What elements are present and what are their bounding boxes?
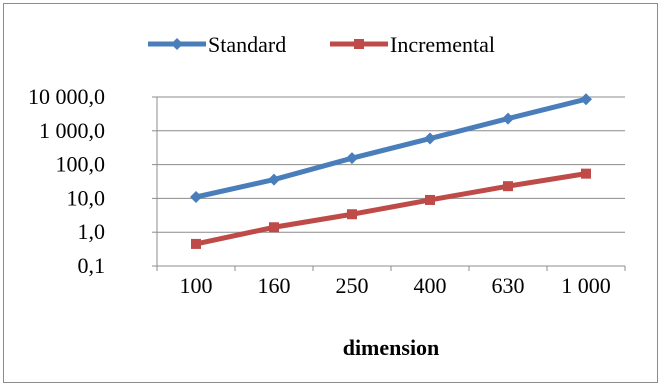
y-tick-label: 100,0 [56, 152, 106, 177]
legend-swatch-marker [354, 39, 364, 49]
x-tick-label: 100 [180, 273, 213, 298]
data-point-standard [424, 132, 436, 145]
data-point-incremental [347, 209, 357, 220]
data-point-incremental [581, 168, 591, 179]
y-tick-labels: 0,1 1,0 10,0 100,0 1 000,0 10 000,0 [28, 84, 105, 278]
gridlines [157, 96, 625, 233]
legend-item-incremental: Incremental [330, 32, 495, 57]
y-tick-label: 1,0 [78, 219, 106, 244]
legend-label: Standard [208, 32, 286, 57]
y-tick-label: 10,0 [67, 185, 106, 210]
data-point-incremental [191, 238, 201, 249]
series-line-standard [195, 96, 587, 200]
x-tick-label: 630 [492, 273, 525, 298]
y-tick-label: 0,1 [78, 253, 106, 278]
series-standard [190, 93, 592, 204]
chart-frame [3, 3, 658, 383]
series-incremental [191, 168, 591, 249]
x-tick-labels: 100 160 250 400 630 1 000 [180, 273, 611, 298]
data-point-standard [502, 112, 514, 125]
x-axis-title: dimension [343, 335, 440, 360]
series-line-incremental [195, 171, 587, 247]
data-point-standard [580, 93, 592, 106]
x-tick-label: 1 000 [561, 273, 611, 298]
series-layer [190, 93, 592, 249]
data-point-standard [190, 191, 202, 204]
data-point-standard [268, 173, 280, 186]
data-point-incremental [425, 194, 435, 205]
data-point-incremental [503, 181, 513, 192]
legend-swatch-marker [171, 38, 183, 50]
data-point-incremental [269, 222, 279, 233]
legend: Standard Incremental [148, 32, 495, 57]
x-tick-label: 250 [336, 273, 369, 298]
legend-item-standard: Standard [148, 32, 286, 57]
axes [152, 96, 626, 271]
data-point-standard [346, 152, 358, 165]
x-tick-label: 160 [258, 273, 291, 298]
y-tick-label: 10 000,0 [28, 84, 105, 109]
legend-label: Incremental [390, 32, 495, 57]
y-tick-label: 1 000,0 [39, 118, 105, 143]
x-tick-label: 400 [414, 273, 447, 298]
